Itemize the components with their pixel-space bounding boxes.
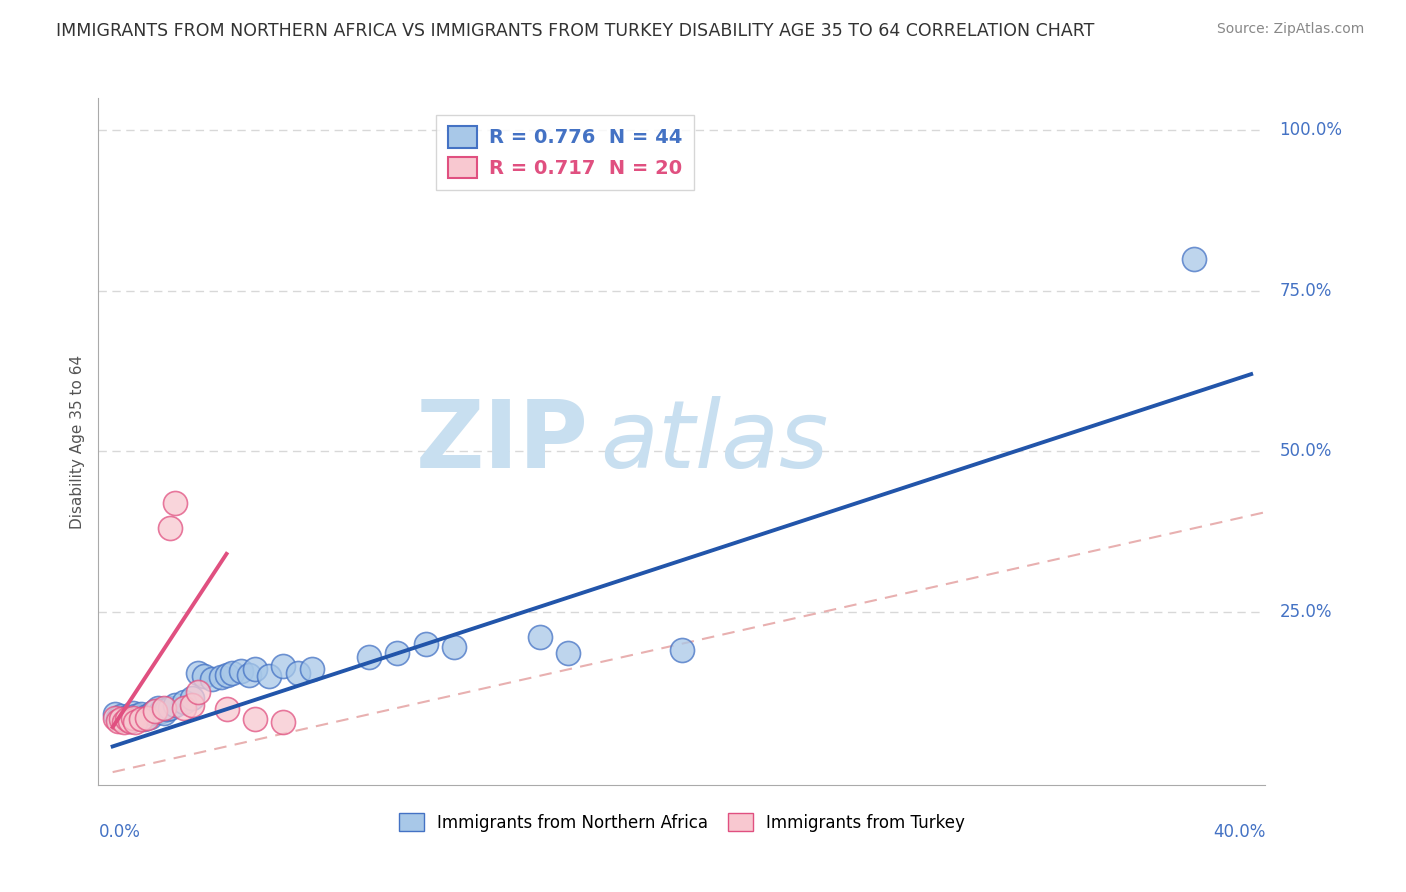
Point xyxy=(107,710,129,724)
Point xyxy=(132,712,155,726)
Point xyxy=(215,702,238,716)
Point xyxy=(193,669,215,683)
Point xyxy=(273,659,295,673)
Point xyxy=(243,662,266,676)
Point xyxy=(153,706,176,720)
Point xyxy=(273,714,295,729)
Point xyxy=(557,646,579,660)
Text: ZIP: ZIP xyxy=(416,395,589,488)
Point xyxy=(150,704,173,718)
Point xyxy=(129,707,152,722)
Point xyxy=(173,701,195,715)
Point xyxy=(671,643,693,657)
Point xyxy=(115,712,138,726)
Point xyxy=(118,714,141,728)
Point xyxy=(173,694,195,708)
Point xyxy=(181,698,204,712)
Point xyxy=(301,662,323,676)
Point xyxy=(138,710,160,724)
Point xyxy=(159,521,181,535)
Point xyxy=(124,708,146,723)
Point xyxy=(187,685,209,699)
Point xyxy=(127,710,149,724)
Y-axis label: Disability Age 35 to 64: Disability Age 35 to 64 xyxy=(69,354,84,529)
Point xyxy=(115,710,138,724)
Text: atlas: atlas xyxy=(600,396,828,487)
Point xyxy=(135,710,157,724)
Point xyxy=(148,701,170,715)
Text: IMMIGRANTS FROM NORTHERN AFRICA VS IMMIGRANTS FROM TURKEY DISABILITY AGE 35 TO 6: IMMIGRANTS FROM NORTHERN AFRICA VS IMMIG… xyxy=(56,22,1095,40)
Point xyxy=(165,495,187,509)
Point xyxy=(201,672,224,686)
Point xyxy=(529,630,551,644)
Point xyxy=(129,713,152,727)
Point xyxy=(104,710,127,724)
Point xyxy=(110,708,132,723)
Point xyxy=(209,670,232,684)
Point xyxy=(387,646,409,660)
Point xyxy=(124,714,146,729)
Text: Source: ZipAtlas.com: Source: ZipAtlas.com xyxy=(1216,22,1364,37)
Point xyxy=(143,704,166,718)
Point xyxy=(187,665,209,680)
Text: 0.0%: 0.0% xyxy=(98,822,141,841)
Point xyxy=(357,649,380,664)
Point xyxy=(238,667,260,681)
Point xyxy=(415,637,437,651)
Point xyxy=(229,664,252,678)
Point xyxy=(181,691,204,706)
Point xyxy=(104,707,127,722)
Point xyxy=(443,640,465,654)
Text: 50.0%: 50.0% xyxy=(1279,442,1331,460)
Point xyxy=(141,706,163,720)
Point xyxy=(221,665,243,680)
Text: 40.0%: 40.0% xyxy=(1213,822,1265,841)
Text: 100.0%: 100.0% xyxy=(1279,121,1343,139)
Point xyxy=(112,713,135,727)
Point xyxy=(110,713,132,727)
Point xyxy=(257,669,280,683)
Text: 75.0%: 75.0% xyxy=(1279,282,1331,300)
Point xyxy=(153,701,176,715)
Point xyxy=(121,710,143,724)
Point xyxy=(1182,252,1205,266)
Point xyxy=(121,706,143,720)
Point xyxy=(143,704,166,718)
Legend: Immigrants from Northern Africa, Immigrants from Turkey: Immigrants from Northern Africa, Immigra… xyxy=(392,806,972,838)
Point xyxy=(156,702,179,716)
Point xyxy=(159,701,181,715)
Point xyxy=(118,714,141,728)
Text: 25.0%: 25.0% xyxy=(1279,603,1331,621)
Point xyxy=(243,713,266,727)
Point xyxy=(215,667,238,681)
Point xyxy=(112,714,135,729)
Point xyxy=(287,665,309,680)
Point xyxy=(135,708,157,723)
Point xyxy=(165,698,187,712)
Point xyxy=(107,714,129,728)
